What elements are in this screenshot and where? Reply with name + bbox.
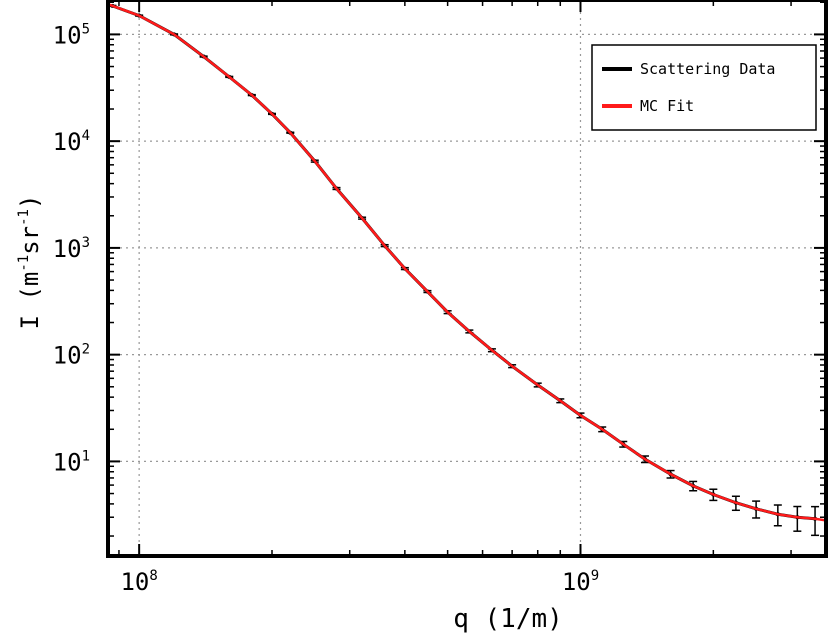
y-axis-title: I (m-1sr-1) [16,195,44,330]
y-tick-label: 102 [53,342,90,370]
y-axis-title-pre: I (m [16,272,44,330]
y-tick-label: 101 [53,448,90,476]
y-tick-label: 105 [53,21,90,49]
y-axis-title-post: ) [16,195,44,209]
y-axis-title-sup2: -1 [16,209,32,226]
x-axis: 108 109 [118,0,792,596]
legend-label-data: Scattering Data [640,60,775,78]
legend: Scattering Data MC Fit [591,44,817,131]
y-axis-title-sup1: -1 [16,255,32,272]
x-tick-label: 109 [562,568,599,596]
legend-label-fit: MC Fit [640,97,694,115]
grid [108,0,826,556]
x-axis-title: q (1/m) [453,604,563,634]
y-tick-label: 103 [53,235,90,263]
legend-box [591,44,817,131]
y-axis: 101 102 103 104 105 [53,1,826,537]
y-axis-title-mid: sr [16,226,44,255]
plot-area [107,2,827,537]
series-mc-fit-line [107,2,827,522]
y-tick-label: 104 [53,128,90,156]
plot-frame [106,0,828,558]
x-tick-label: 108 [120,568,157,596]
